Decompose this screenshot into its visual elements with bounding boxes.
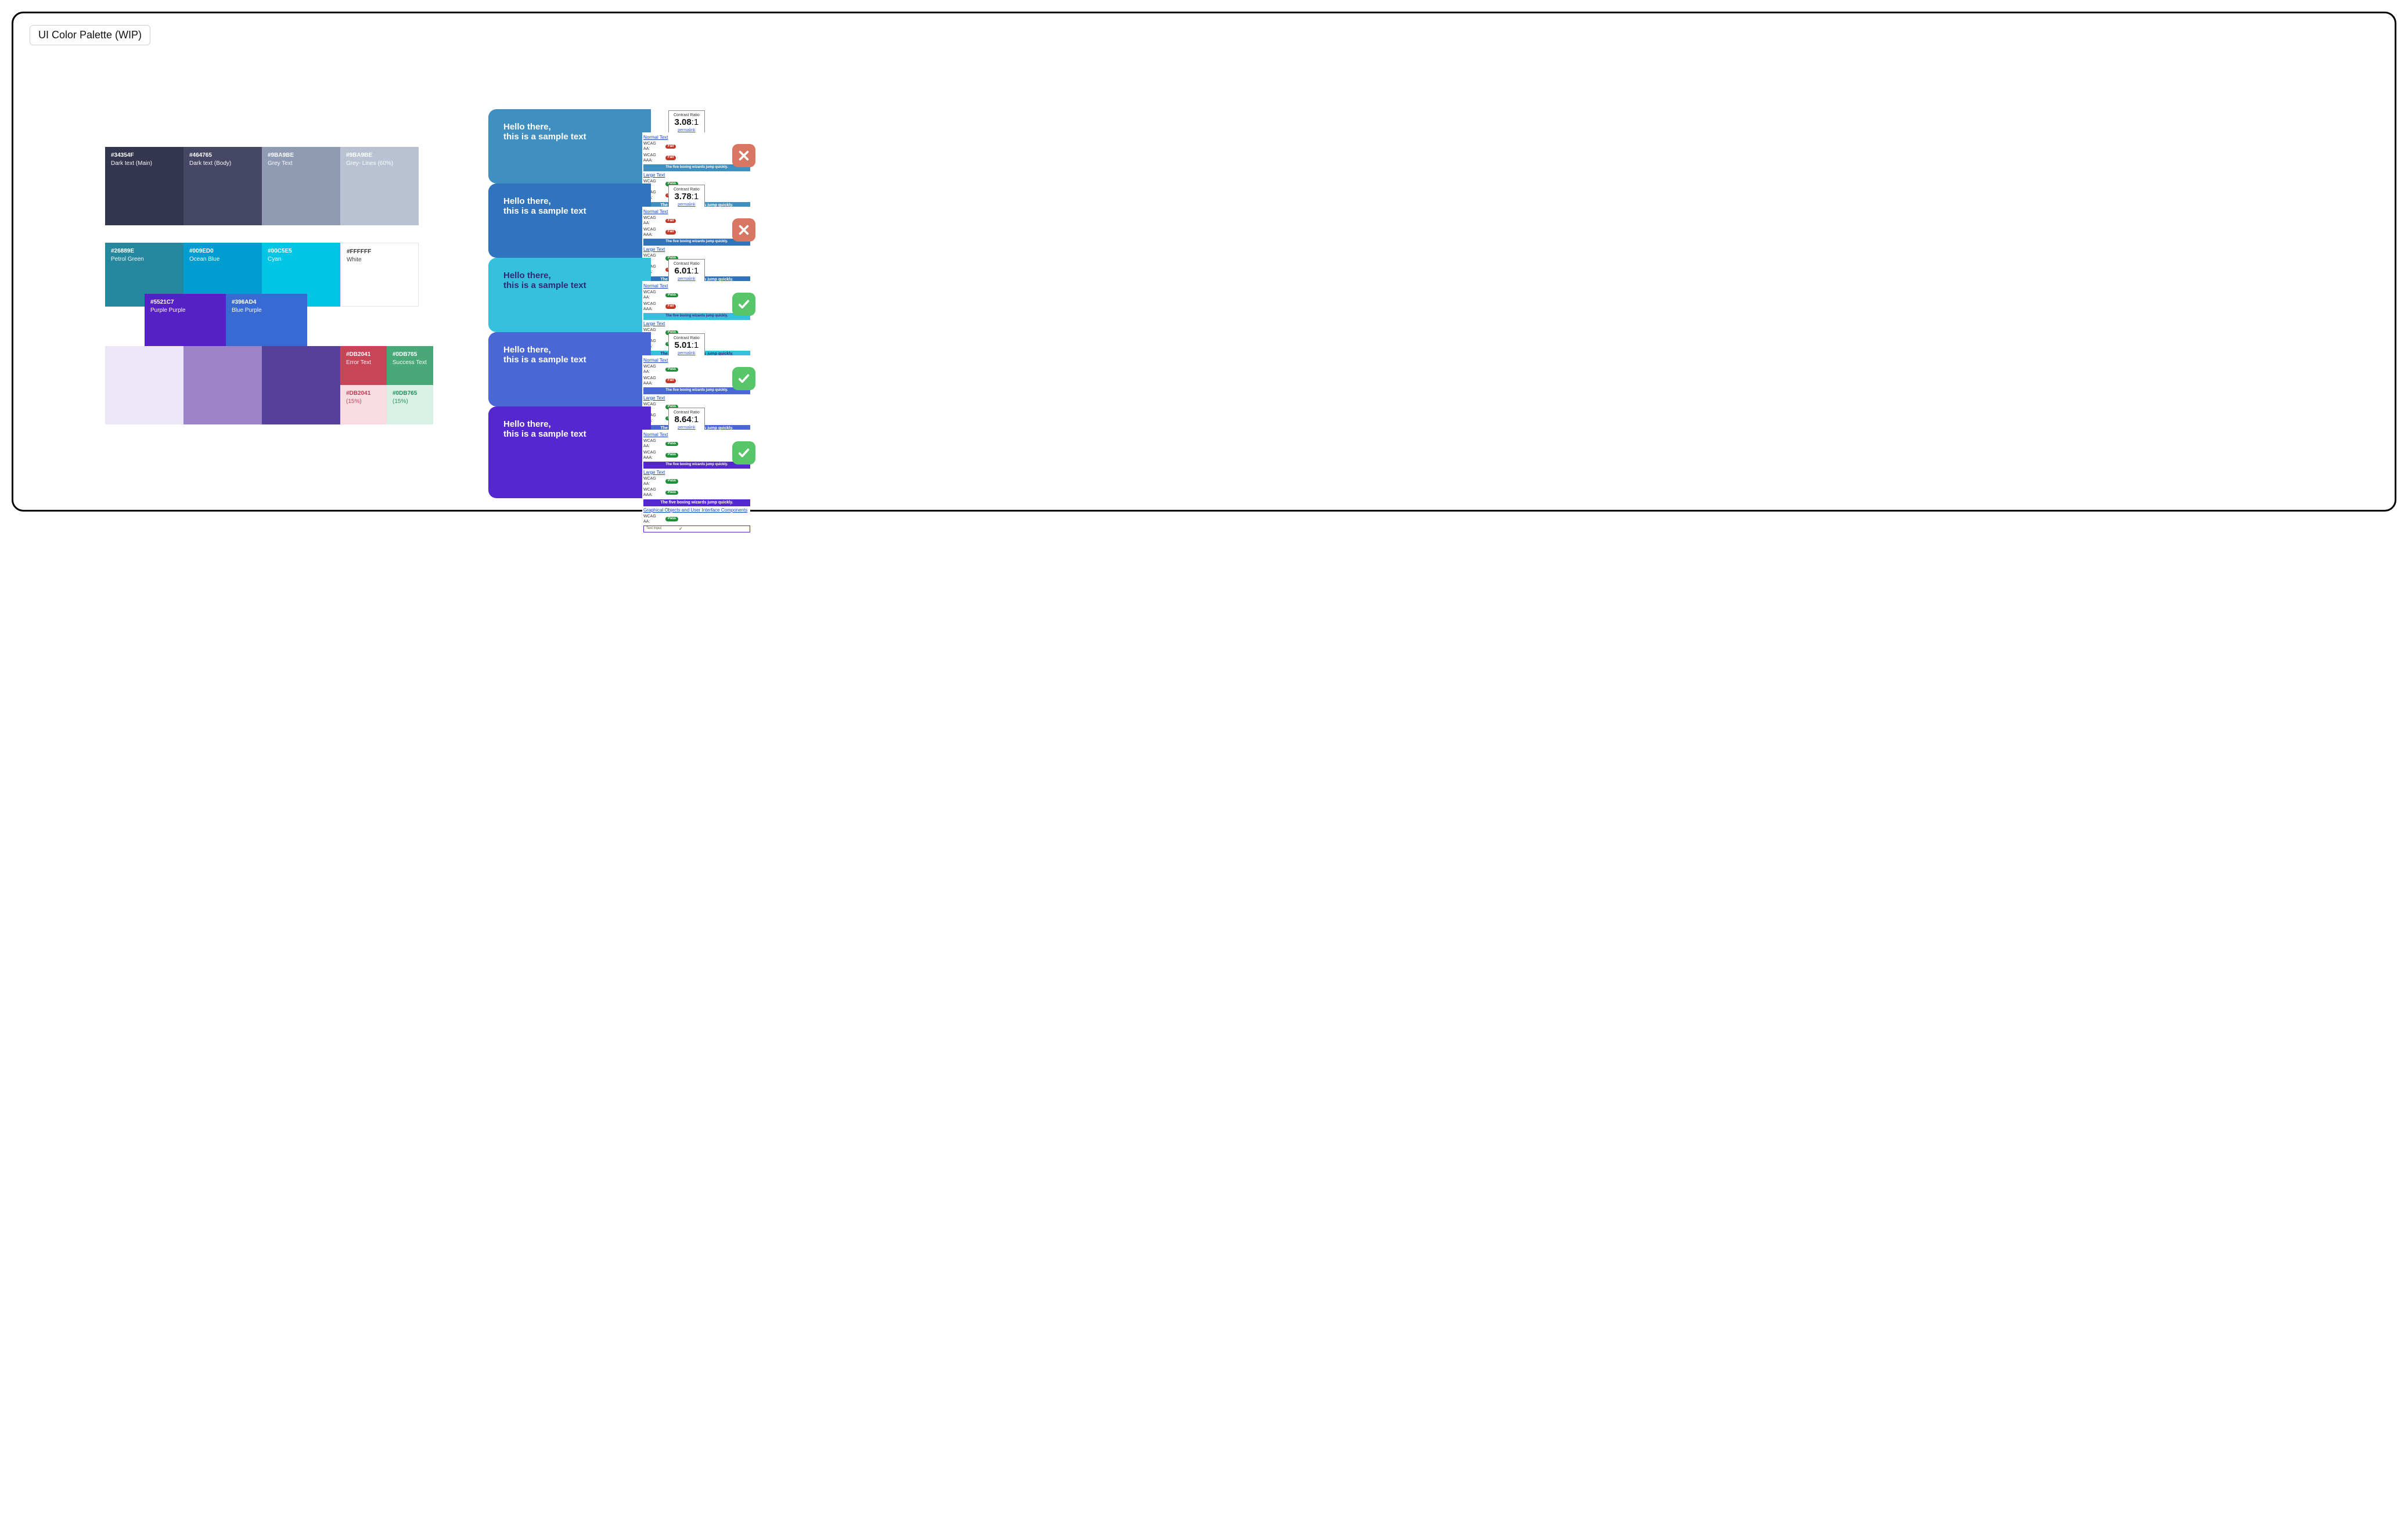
swatch-hex: #9BA9BE xyxy=(346,152,413,160)
permalink[interactable]: permalink xyxy=(674,426,700,430)
ratio-value: 5.01:1 xyxy=(674,340,700,350)
swatch-name: Ocean Blue xyxy=(189,255,256,264)
swatch-name: (15%) xyxy=(393,398,427,406)
swatch-name: Dark text (Main) xyxy=(111,160,178,168)
sample-line2: this is a sample text xyxy=(503,280,651,290)
wcag-demo-input: Text Input✓ xyxy=(643,525,750,532)
pass-badge-icon xyxy=(732,293,755,316)
fail-badge-icon xyxy=(732,144,755,167)
swatch-hex: #FFFFFF xyxy=(347,248,412,256)
ratio-label: Contrast Ratio xyxy=(674,336,700,340)
swatch-name: White xyxy=(347,256,412,264)
swatch-hex: #464765 xyxy=(189,152,256,160)
sample-line2: this is a sample text xyxy=(503,206,651,216)
permalink[interactable]: permalink xyxy=(674,128,700,132)
page-title: UI Color Palette (WIP) xyxy=(30,25,150,45)
color-swatch: #9BA9BEGrey Text xyxy=(262,147,340,225)
swatch-hex: #DB2041 xyxy=(346,351,381,359)
color-swatch: #DB2041Error Text xyxy=(340,346,387,385)
wcag-large-heading: Large Text xyxy=(643,395,750,401)
swatch-name: Blue Purple xyxy=(232,307,301,315)
ratio-label: Contrast Ratio xyxy=(674,262,700,266)
swatch-hex: #9BA9BE xyxy=(268,152,334,160)
swatch-name: Dark text (Body) xyxy=(189,160,256,168)
swatch-name: Error Text xyxy=(346,359,381,367)
swatch-name: Cyan xyxy=(268,255,334,264)
swatch-name: Success Text xyxy=(393,359,427,367)
swatch-name: (15%) xyxy=(346,398,381,406)
sample-line1: Hello there, xyxy=(503,122,651,132)
wcag-demo-large: The five boxing wizards jump quickly. xyxy=(643,499,750,506)
color-swatch xyxy=(262,346,340,424)
fail-badge-icon xyxy=(732,218,755,242)
swatch-hex: #396AD4 xyxy=(232,298,301,307)
swatch-hex: #26889E xyxy=(111,247,178,255)
swatch-name: Petrol Green xyxy=(111,255,178,264)
app-frame: UI Color Palette (WIP) #34354FDark text … xyxy=(12,12,2396,512)
swatch-name: Grey Text xyxy=(268,160,334,168)
contrast-sample: Hello there,this is a sample text xyxy=(488,183,651,258)
color-swatch: #DB2041(15%) xyxy=(340,385,387,424)
color-swatch xyxy=(105,346,183,424)
sample-line1: Hello there, xyxy=(503,196,651,206)
ratio-label: Contrast Ratio xyxy=(674,113,700,117)
color-swatch: #464765Dark text (Body) xyxy=(183,147,262,225)
ratio-label: Contrast Ratio xyxy=(674,188,700,192)
ratio-value: 3.08:1 xyxy=(674,117,700,127)
wcag-large-heading: Large Text xyxy=(643,470,750,476)
sample-line1: Hello there, xyxy=(503,345,651,355)
sample-line2: this is a sample text xyxy=(503,132,651,142)
swatch-name: Grey- Lines (60%) xyxy=(346,160,413,168)
color-swatch xyxy=(183,346,262,424)
sample-line1: Hello there, xyxy=(503,271,651,280)
wcag-normal-heading: Normal Text xyxy=(643,432,750,438)
contrast-sample: Hello there,this is a sample text xyxy=(488,406,651,498)
swatch-hex: #DB2041 xyxy=(346,390,381,398)
wcag-normal-heading: Normal Text xyxy=(643,209,750,215)
wcag-normal-heading: Normal Text xyxy=(643,358,750,363)
wcag-large-heading: Large Text xyxy=(643,247,750,253)
pass-badge-icon xyxy=(732,441,755,465)
swatch-hex: #0DB765 xyxy=(393,351,427,359)
sample-line2: this is a sample text xyxy=(503,355,651,365)
color-swatch: #9BA9BEGrey- Lines (60%) xyxy=(340,147,419,225)
permalink[interactable]: permalink xyxy=(674,203,700,207)
contrast-sample: Hello there,this is a sample text xyxy=(488,109,651,183)
wcag-large-heading: Large Text xyxy=(643,172,750,178)
color-swatch: #FFFFFFWhite xyxy=(340,243,419,307)
permalink[interactable]: permalink xyxy=(674,277,700,281)
ratio-value: 8.64:1 xyxy=(674,415,700,424)
pass-badge-icon xyxy=(732,367,755,390)
ratio-value: 3.78:1 xyxy=(674,192,700,201)
swatch-hex: #5521C7 xyxy=(150,298,220,307)
contrast-sample: Hello there,this is a sample text xyxy=(488,332,651,406)
swatch-name: Purple Purple xyxy=(150,307,220,315)
sample-line2: this is a sample text xyxy=(503,429,651,439)
contrast-sample: Hello there,this is a sample text xyxy=(488,258,651,332)
color-swatch: #0DB765Success Text xyxy=(387,346,433,385)
color-swatch: #34354FDark text (Main) xyxy=(105,147,183,225)
swatch-hex: #0DB765 xyxy=(393,390,427,398)
ratio-label: Contrast Ratio xyxy=(674,411,700,415)
wcag-gui-heading: Graphical Objects and User Interface Com… xyxy=(643,507,750,513)
color-swatch: #0DB765(15%) xyxy=(387,385,433,424)
wcag-large-heading: Large Text xyxy=(643,321,750,327)
wcag-normal-heading: Normal Text xyxy=(643,135,750,141)
swatch-hex: #34354F xyxy=(111,152,178,160)
swatch-hex: #00C5E5 xyxy=(268,247,334,255)
permalink[interactable]: permalink xyxy=(674,351,700,355)
design-canvas: #34354FDark text (Main)#464765Dark text … xyxy=(30,57,2378,487)
ratio-value: 6.01:1 xyxy=(674,266,700,276)
sample-line1: Hello there, xyxy=(503,419,651,429)
swatch-hex: #009ED0 xyxy=(189,247,256,255)
wcag-normal-heading: Normal Text xyxy=(643,283,750,289)
